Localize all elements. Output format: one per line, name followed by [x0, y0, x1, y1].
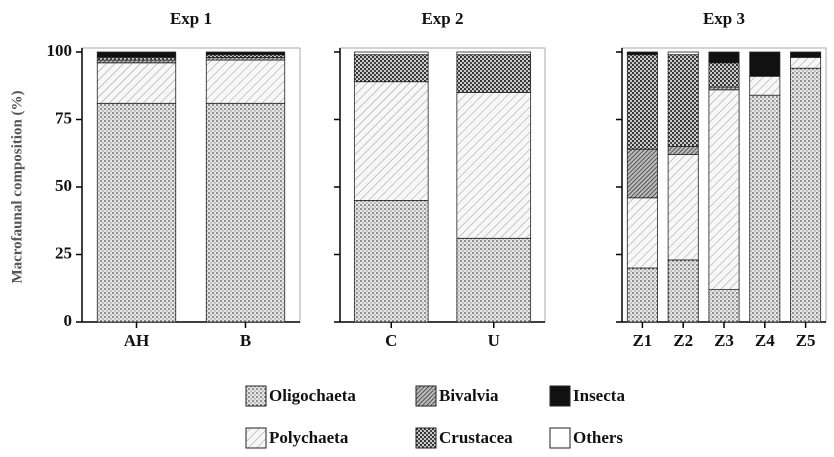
legend-label: Insecta: [573, 386, 625, 405]
y-tick-label: 50: [55, 176, 72, 195]
panel-title: Exp 1: [170, 9, 212, 28]
bar-segment: [456, 92, 532, 239]
legend-swatch: [549, 385, 571, 407]
bar-segment: [667, 146, 699, 155]
legend-swatch: [549, 427, 571, 449]
bar-segment: [96, 51, 177, 58]
x-tick-label: AH: [124, 331, 150, 350]
bar-segment: [667, 51, 699, 56]
y-axis-label: Macrofaunal composition (%): [9, 90, 25, 283]
x-tick-label: Z3: [714, 331, 734, 350]
bar-segment: [790, 67, 822, 323]
bar-segment: [205, 51, 286, 56]
legend-swatch: [245, 427, 267, 449]
bar-segment: [96, 57, 177, 61]
bar-segment: [626, 148, 658, 199]
y-tick-label: 75: [55, 108, 72, 127]
bar-segment: [749, 75, 781, 96]
legend-swatch: [245, 385, 267, 407]
bar-segment: [456, 51, 532, 56]
bar-segment: [205, 59, 286, 104]
bar-segment: [708, 86, 740, 91]
bar-segment: [667, 54, 699, 147]
bar-segment: [353, 81, 429, 201]
legend-swatch: [415, 427, 437, 449]
x-tick-label: U: [488, 331, 500, 350]
bar-segment: [456, 54, 532, 93]
bar-segment: [96, 59, 177, 64]
bar-segment: [708, 62, 740, 88]
x-tick-label: Z1: [632, 331, 652, 350]
bar-segment: [626, 51, 658, 56]
bar-segment: [353, 200, 429, 323]
bar-segment: [626, 267, 658, 323]
y-tick-label: 0: [64, 311, 73, 330]
x-tick-label: Z4: [755, 331, 775, 350]
x-tick-label: C: [385, 331, 397, 350]
bar-segment: [708, 89, 740, 291]
bar-segment: [626, 197, 658, 269]
bar-segment: [205, 54, 286, 58]
bar-segment: [667, 154, 699, 261]
x-tick-label: B: [240, 331, 251, 350]
bar-segment: [749, 51, 781, 77]
legend-label: Polychaeta: [269, 428, 349, 447]
panel-title: Exp 2: [421, 9, 463, 28]
bar-segment: [667, 259, 699, 323]
bar-segment: [626, 54, 658, 150]
legend-label: Bivalvia: [439, 386, 499, 405]
bar-segment: [96, 102, 177, 323]
x-tick-label: Z2: [673, 331, 693, 350]
bar-segment: [205, 57, 286, 61]
x-tick-label: Z5: [796, 331, 816, 350]
bar-segment: [708, 51, 740, 64]
bar-segment: [790, 51, 822, 58]
legend-label: Crustacea: [439, 428, 513, 447]
bar-segment: [96, 62, 177, 104]
bar-segment: [353, 51, 429, 56]
bar-segment: [456, 237, 532, 323]
legend-label: Oligochaeta: [269, 386, 356, 405]
y-tick-label: 100: [47, 41, 73, 60]
bar-segment: [353, 54, 429, 83]
bar-segment: [205, 102, 286, 323]
legend-swatch: [415, 385, 437, 407]
legend-label: Others: [573, 428, 623, 447]
bar-segment: [708, 289, 740, 323]
y-tick-label: 25: [55, 243, 72, 262]
panel-title: Exp 3: [703, 9, 745, 28]
bar-segment: [749, 94, 781, 323]
bar-segment: [790, 57, 822, 69]
